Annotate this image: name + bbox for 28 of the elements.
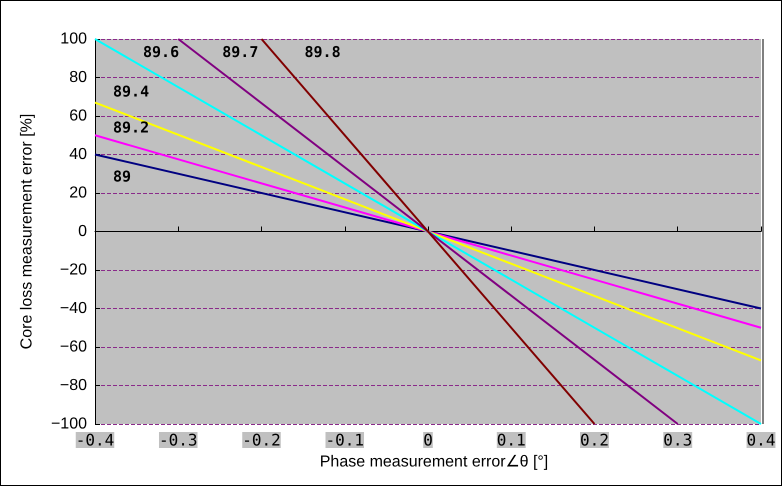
y-tick-label: −100	[50, 416, 88, 432]
x-tick-label: 0.1	[496, 430, 526, 450]
y-tick-label: 80	[69, 69, 88, 86]
x-tick-label: 0.2	[580, 430, 609, 450]
y-tick-label: −20	[60, 262, 88, 278]
y-axis-title: Core loss measurement error [%]	[18, 114, 36, 350]
y-tick-label: 20	[69, 184, 88, 202]
y-tick-label: −80	[60, 377, 88, 394]
series-label: 89.4	[113, 82, 150, 101]
series-label: 89	[113, 168, 132, 186]
x-tick-label: -0.2	[242, 430, 281, 450]
x-axis-title: Phase measurement error∠θ [°]	[320, 454, 548, 470]
x-tick-label: -0.1	[325, 430, 364, 450]
x-tick-label: 0	[423, 430, 433, 450]
series-label: 89.2	[113, 118, 150, 136]
series-label: 89.6	[143, 43, 180, 61]
series-label: 89.7	[222, 43, 258, 61]
y-tick-label: 0	[78, 223, 88, 240]
x-tick-label: -0.4	[76, 430, 114, 450]
y-tick-label: 60	[69, 108, 88, 124]
x-tick-label: 0.3	[663, 430, 692, 450]
y-tick-label: −40	[60, 300, 88, 317]
y-tick-label: −60	[60, 338, 88, 356]
y-tick-label: 40	[69, 146, 88, 163]
y-tick-label: 100	[60, 30, 88, 48]
x-tick-label: -0.3	[158, 430, 198, 450]
series-label: 89.8	[304, 43, 341, 61]
x-tick-label: 0.4	[746, 430, 776, 450]
